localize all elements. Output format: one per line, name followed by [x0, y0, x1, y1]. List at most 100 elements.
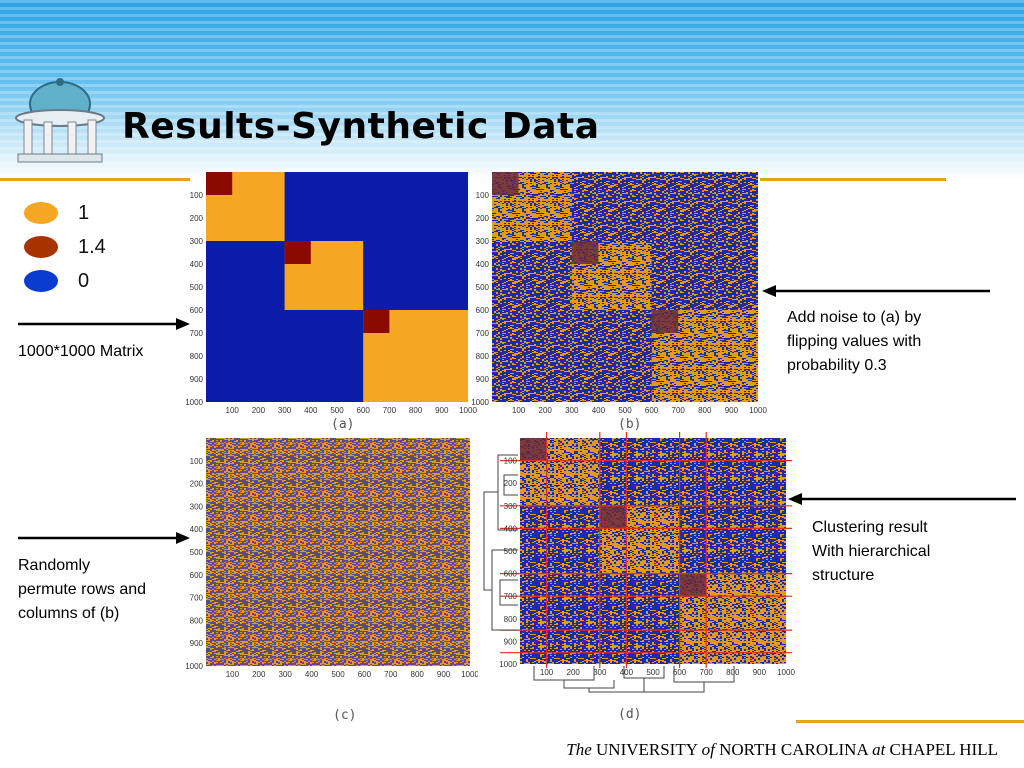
matrix-subblock [571, 241, 599, 264]
fig-d-x-tick: 200 [567, 668, 581, 677]
fig-c-x-tick: 800 [411, 670, 425, 679]
fig-b-y-tick: 200 [476, 214, 490, 223]
header-background [0, 0, 1024, 180]
fig-b-x-tick: 400 [592, 406, 606, 415]
fig-b-x-tick: 200 [539, 406, 553, 415]
fig-c-x-tick: 700 [384, 670, 398, 679]
fig-a-y-tick: 100 [190, 191, 204, 200]
annotation-line: structure [812, 567, 875, 584]
fig-c-y-tick: 400 [190, 525, 204, 534]
fig-c-y-tick: 200 [190, 480, 204, 489]
fig-c-x-tick: 200 [252, 670, 266, 679]
fig-d-x-tick: 400 [620, 668, 634, 677]
fig-b-x-tick: 500 [618, 406, 632, 415]
footer-ch: CHAPEL HILL [885, 740, 998, 759]
matrix-subblock [284, 241, 311, 264]
legend-label: 1 [78, 201, 90, 224]
legend-label: 0 [78, 269, 90, 292]
title-rule-left [0, 178, 190, 181]
fig-b-x-tick: 900 [725, 406, 739, 415]
fig-c-x-tick: 600 [358, 670, 372, 679]
fig-d-x-tick: 300 [593, 668, 607, 677]
fig-a-x-tick: 500 [330, 406, 344, 415]
annotation-line: columns of (b) [18, 605, 120, 622]
fig-c-y-tick: 700 [190, 594, 204, 603]
fig-b-y-tick: 500 [476, 283, 490, 292]
column-dendrogram [533, 666, 735, 693]
fig-c-x-tick: 300 [279, 670, 293, 679]
slide-title: Results-Synthetic Data [122, 106, 600, 147]
fig-b-x-tick: 600 [645, 406, 659, 415]
fig-d-y-tick: 600 [504, 570, 518, 579]
fig-c-y-tick: 800 [190, 616, 204, 625]
figure-caption-a: (a) [331, 417, 355, 432]
fig-a-x-tick: 300 [278, 406, 292, 415]
fig-c-y-tick: 600 [190, 571, 204, 580]
fig-d-x-tick: 100 [540, 668, 554, 677]
fig-b-y-tick: 400 [476, 260, 490, 269]
legend-swatch [24, 202, 58, 224]
footer-of: of [701, 740, 715, 759]
matrix-size-label: 1000*1000 Matrix [18, 343, 144, 360]
fig-b-y-tick: 700 [476, 329, 490, 338]
fig-a-y-tick: 900 [190, 375, 204, 384]
fig-b-x-tick: 700 [672, 406, 686, 415]
matrix-figure-d: 100 100 200 200 300 300 400 400 500 500 600 600 700 7… [483, 432, 795, 693]
annotation-line: With hierarchical [812, 543, 931, 560]
fig-a-y-tick: 500 [190, 283, 204, 292]
fig-b-y-tick: 900 [476, 375, 490, 384]
fig-a-x-tick: 800 [409, 406, 423, 415]
annotation-line: Add noise to (a) by [787, 309, 922, 326]
row-dendrogram [483, 454, 518, 631]
matrix-subblock [363, 310, 390, 333]
fig-d-x-tick: 900 [753, 668, 767, 677]
matrix-subblock [679, 573, 707, 597]
footer-rule [796, 720, 1024, 723]
fig-a-x-tick: 1000 [459, 406, 477, 415]
annotation-line: Randomly [18, 557, 91, 574]
fig-d-x-tick: 1000 [777, 668, 795, 677]
university-footer: The UNIVERSITY of NORTH CAROLINA at CHAP… [566, 740, 998, 760]
annotation-line: probability 0.3 [787, 357, 887, 374]
legend-item: 0 [24, 264, 106, 298]
fig-d-y-tick: 200 [504, 479, 518, 488]
fig-b-y-tick: 100 [476, 191, 490, 200]
figure-caption-d: (d) [618, 707, 642, 722]
fig-a-x-tick: 600 [357, 406, 371, 415]
fig-d-x-tick: 700 [700, 668, 714, 677]
fig-d-x-tick: 500 [646, 668, 660, 677]
legend-item: 1.4 [24, 230, 106, 264]
matrix-figure-b: 100 100 200 200 300 300 400 400 500 500 600 600 700 7… [472, 172, 767, 415]
matrix-subblock [492, 172, 519, 195]
footer-university: UNIVERSITY [591, 740, 702, 759]
legend-swatch [24, 270, 58, 292]
title-rule-right [760, 178, 946, 181]
footer-the: The [566, 740, 592, 759]
fig-c-x-tick: 1000 [461, 670, 478, 679]
color-legend: 1 1.4 0 [24, 196, 106, 298]
fig-a-y-tick: 200 [190, 214, 204, 223]
fig-b-y-tick: 1000 [472, 398, 490, 407]
fig-a-x-tick: 200 [252, 406, 266, 415]
fig-a-y-tick: 700 [190, 329, 204, 338]
fig-b-x-tick: 100 [512, 406, 526, 415]
fig-d-y-tick: 700 [504, 592, 518, 601]
arrow-right-icon [18, 318, 190, 330]
arrow-right-icon [18, 532, 190, 544]
matrix-subblock [520, 438, 547, 461]
fig-b-x-tick: 800 [698, 406, 712, 415]
fig-d-x-tick: 800 [726, 668, 740, 677]
fig-b-x-tick: 1000 [749, 406, 767, 415]
fig-c-x-tick: 900 [437, 670, 451, 679]
fig-b-y-tick: 600 [476, 306, 490, 315]
matrix-figure-c: 100 100 200 200 300 300 400 400 500 500 600 600 700 7… [186, 438, 478, 679]
fig-d-y-tick: 1000 [499, 660, 517, 669]
arrow-left-icon [788, 493, 1016, 505]
fig-b-y-tick: 800 [476, 352, 490, 361]
fig-a-y-tick: 1000 [186, 398, 204, 407]
fig-a-x-tick: 700 [383, 406, 397, 415]
fig-c-x-tick: 400 [305, 670, 319, 679]
legend-swatch [24, 236, 58, 258]
fig-a-y-tick: 800 [190, 352, 204, 361]
matrix-figure-a: 100 100 200 200 300 300 400 400 500 500 600 600 700 7… [186, 172, 477, 415]
